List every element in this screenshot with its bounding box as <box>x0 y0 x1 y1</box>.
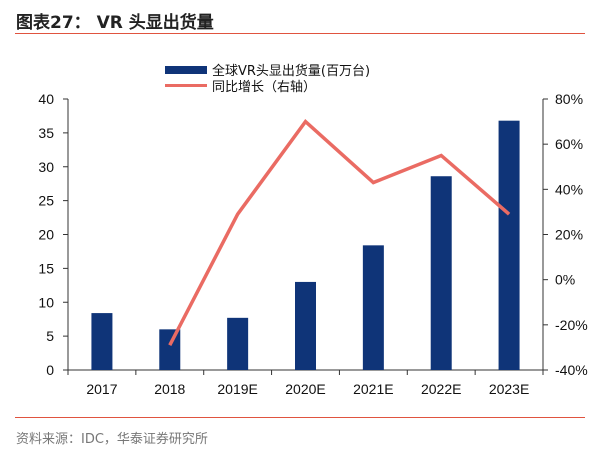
left-tick-label: 0 <box>46 362 54 378</box>
left-tick-label: 25 <box>38 193 54 209</box>
right-tick-label: 60% <box>555 136 583 152</box>
left-tick-label: 10 <box>38 294 54 310</box>
x-tick-label: 2023E <box>489 381 529 397</box>
left-tick-label: 20 <box>38 227 54 243</box>
x-tick-label: 2022E <box>421 381 461 397</box>
left-tick-label: 15 <box>38 260 54 276</box>
bottom-divider <box>15 417 585 418</box>
x-tick-label: 2019E <box>217 381 257 397</box>
right-tick-label: 80% <box>555 91 583 107</box>
legend-label-line: 同比增长（右轴） <box>212 80 316 95</box>
left-tick-label: 30 <box>38 159 54 175</box>
right-tick-label: 0% <box>555 272 575 288</box>
right-tick-label: 40% <box>555 181 583 197</box>
bar-2018 <box>159 329 181 370</box>
figure-title: 图表27： VR 头显出货量 <box>16 13 214 33</box>
legend-swatch-line <box>165 84 207 87</box>
bar-2020E <box>295 281 316 370</box>
legend: 全球VR头显出货量(百万台) 同比增长（右轴） <box>165 63 370 95</box>
source-note: 资料来源：IDC，华泰证券研究所 <box>16 432 208 447</box>
bar-2023E <box>498 120 520 371</box>
legend-swatch-bar <box>165 66 207 74</box>
right-tick-label: -20% <box>555 317 588 333</box>
bar-2021E <box>362 245 384 370</box>
bar-2019E <box>227 317 249 370</box>
x-tick-label: 2018 <box>154 381 185 397</box>
left-tick-label: 40 <box>38 91 54 107</box>
left-tick-label: 35 <box>38 125 54 141</box>
x-tick-label: 2020E <box>285 381 325 397</box>
bar-2022E <box>430 176 452 370</box>
x-tick-label: 2021E <box>353 381 393 397</box>
right-tick-label: -40% <box>555 362 588 378</box>
bar-2017 <box>91 313 113 370</box>
left-tick-label: 5 <box>46 328 54 344</box>
right-tick-label: 20% <box>555 227 583 243</box>
legend-label-bar: 全球VR头显出货量(百万台) <box>212 63 370 79</box>
x-tick-label: 2017 <box>86 381 117 397</box>
top-divider <box>15 33 585 34</box>
growth-line <box>168 118 511 346</box>
